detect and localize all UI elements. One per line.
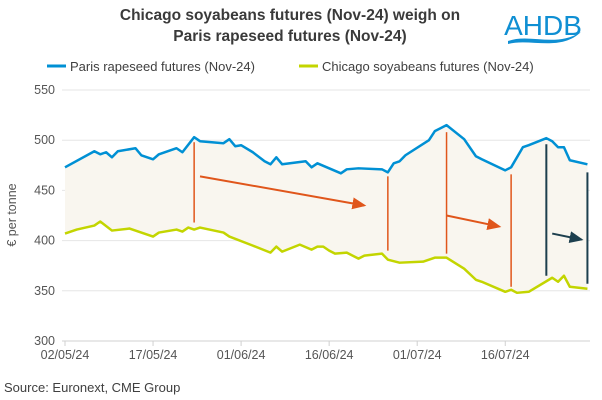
y-tick-label: 450 — [34, 183, 55, 197]
svg-text:AHDB: AHDB — [504, 10, 582, 41]
source-note: Source: Euronext, CME Group — [4, 380, 180, 395]
y-tick-label: 350 — [34, 284, 55, 298]
trend-arrow — [552, 231, 584, 244]
chart-title-line-2: Paris rapeseed futures (Nov-24) — [173, 28, 406, 45]
y-axis-label: € per tonne — [5, 183, 19, 246]
series-line-paris-rapeseed — [64, 123, 588, 175]
legend-label-paris: Paris rapeseed futures (Nov-24) — [70, 59, 255, 74]
x-tick-label: 16/07/24 — [481, 348, 530, 362]
y-tick-label: 400 — [34, 234, 55, 248]
series-line-chicago-soyabeans — [64, 220, 588, 295]
spread-area — [65, 125, 588, 293]
legend-label-chicago: Chicago soyabeans futures (Nov-24) — [322, 59, 534, 74]
x-tick-label: 01/07/24 — [393, 348, 442, 362]
ahdb-logo: AHDB — [504, 10, 582, 44]
trend-arrow — [199, 175, 367, 210]
x-tick-label: 16/06/24 — [305, 348, 354, 362]
x-tick-label: 17/05/24 — [129, 348, 178, 362]
x-tick-label: 01/06/24 — [217, 348, 266, 362]
x-tick-label: 02/05/24 — [41, 348, 90, 362]
legend: Paris rapeseed futures (Nov-24) Chicago … — [47, 59, 534, 74]
chart-title-line-1: Chicago soyabeans futures (Nov-24) weigh… — [120, 7, 460, 24]
y-tick-label: 500 — [34, 133, 55, 147]
y-tick-label: 300 — [34, 334, 55, 348]
y-tick-label: 550 — [34, 83, 55, 97]
trend-arrow — [446, 214, 502, 230]
